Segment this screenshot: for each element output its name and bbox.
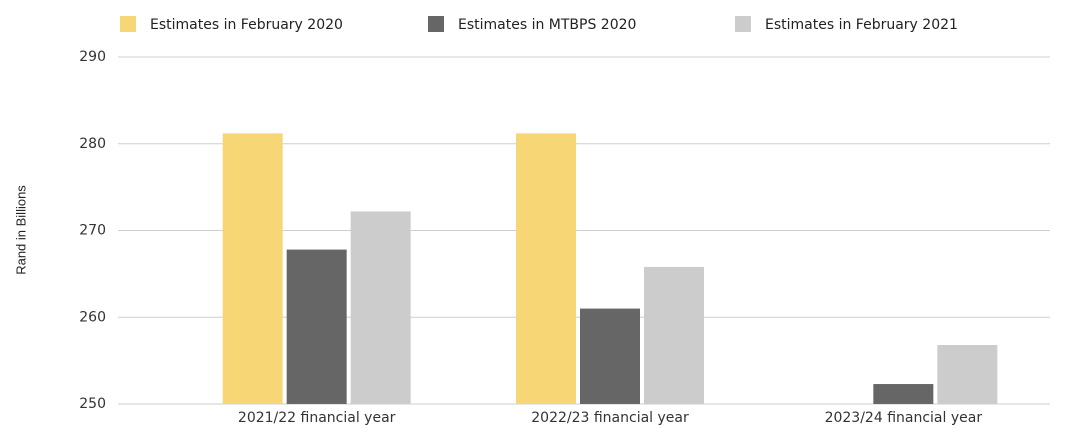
legend-label: Estimates in MTBPS 2020 <box>458 17 636 33</box>
bar <box>644 266 704 404</box>
x-tick-label: 2023/24 financial year <box>825 410 983 426</box>
bar <box>286 249 347 404</box>
x-tick-label: 2021/22 financial year <box>238 410 396 426</box>
bar <box>937 345 998 404</box>
legend-label: Estimates in February 2021 <box>765 17 958 33</box>
y-axis-label: Rand in Billions <box>13 185 28 275</box>
y-tick-label: 260 <box>79 309 106 325</box>
bar <box>873 384 934 404</box>
y-tick-label: 250 <box>79 396 106 412</box>
bar <box>516 133 576 404</box>
y-tick-label: 290 <box>79 49 106 65</box>
x-tick-label: 2022/23 financial year <box>531 410 689 426</box>
bar <box>580 308 640 404</box>
legend-label: Estimates in February 2020 <box>150 17 343 33</box>
y-tick-label: 270 <box>79 223 106 239</box>
bar <box>222 133 283 404</box>
legend-swatch <box>120 16 136 32</box>
legend-swatch <box>428 16 444 32</box>
y-tick-label: 280 <box>79 136 106 152</box>
legend-swatch <box>735 16 751 32</box>
bar <box>350 211 411 404</box>
